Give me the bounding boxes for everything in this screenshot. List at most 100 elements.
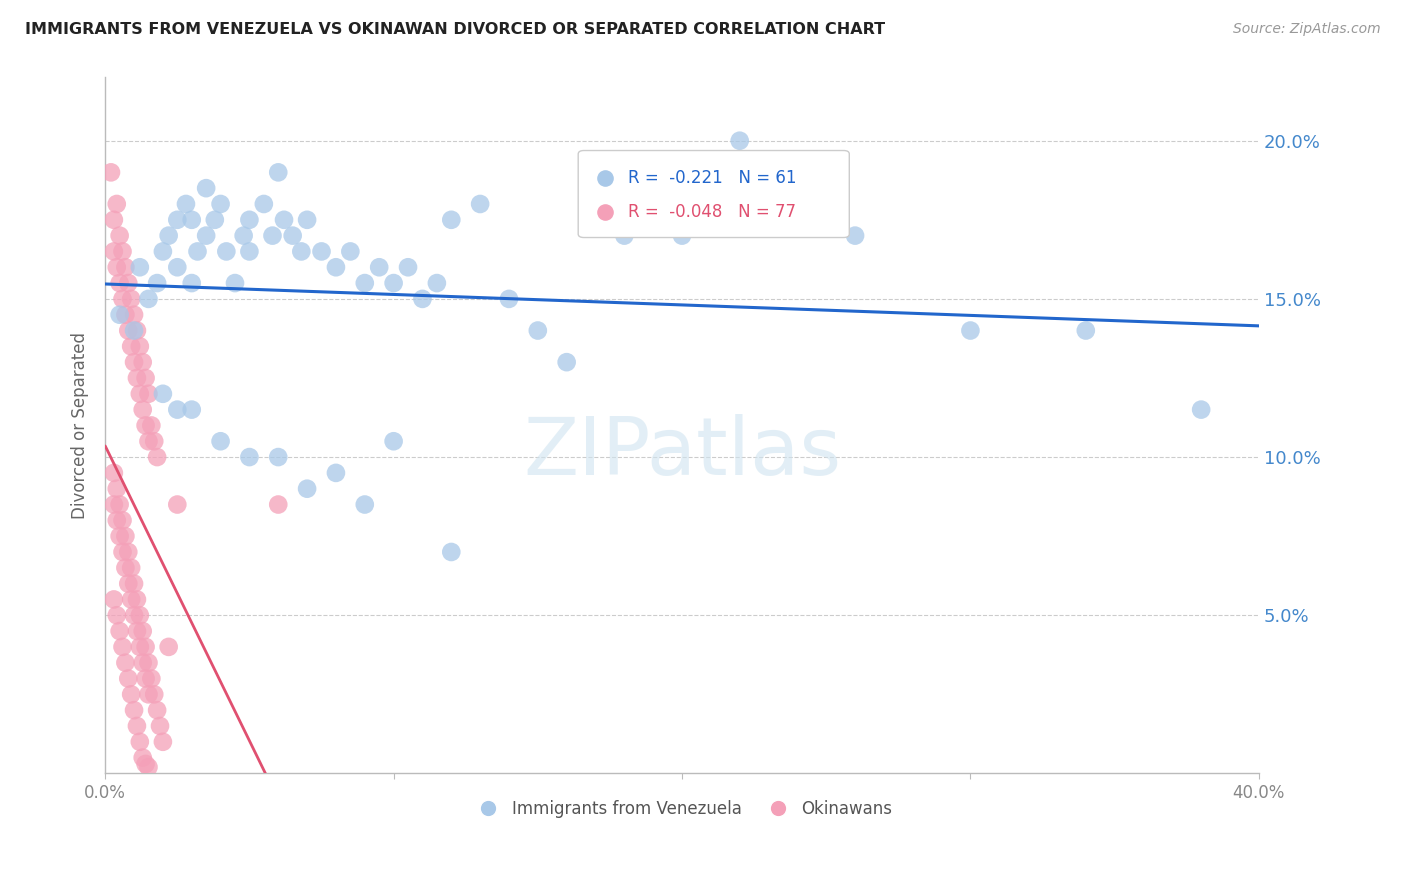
Point <box>103 498 125 512</box>
Point <box>131 355 153 369</box>
Point <box>105 197 128 211</box>
Point <box>152 244 174 259</box>
Point <box>105 482 128 496</box>
Point <box>138 386 160 401</box>
Point <box>135 672 157 686</box>
Point <box>959 324 981 338</box>
Point <box>108 529 131 543</box>
Point <box>143 434 166 449</box>
Point <box>238 212 260 227</box>
Point <box>122 703 145 717</box>
Text: R =  -0.048   N = 77: R = -0.048 N = 77 <box>628 202 796 220</box>
Text: R =  -0.221   N = 61: R = -0.221 N = 61 <box>628 169 796 187</box>
Point <box>146 276 169 290</box>
Point <box>108 276 131 290</box>
Point <box>267 165 290 179</box>
Text: IMMIGRANTS FROM VENEZUELA VS OKINAWAN DIVORCED OR SEPARATED CORRELATION CHART: IMMIGRANTS FROM VENEZUELA VS OKINAWAN DI… <box>25 22 886 37</box>
Point <box>114 561 136 575</box>
Point <box>103 466 125 480</box>
Point <box>138 760 160 774</box>
Point <box>131 656 153 670</box>
Point <box>114 308 136 322</box>
Point <box>122 608 145 623</box>
Point <box>180 276 202 290</box>
Point <box>728 134 751 148</box>
Point <box>103 592 125 607</box>
Point <box>135 756 157 771</box>
Point <box>128 339 150 353</box>
Point <box>122 308 145 322</box>
Point <box>111 244 134 259</box>
Point <box>105 513 128 527</box>
Point <box>166 260 188 275</box>
Point <box>671 228 693 243</box>
Point <box>125 324 148 338</box>
Point <box>128 735 150 749</box>
Point <box>103 244 125 259</box>
FancyBboxPatch shape <box>578 151 849 237</box>
Point <box>273 212 295 227</box>
Point <box>114 656 136 670</box>
Point <box>152 735 174 749</box>
Point <box>166 498 188 512</box>
Point <box>108 498 131 512</box>
Point <box>135 418 157 433</box>
Point <box>311 244 333 259</box>
Point <box>180 212 202 227</box>
Point <box>100 165 122 179</box>
Point <box>1074 324 1097 338</box>
Point <box>295 212 318 227</box>
Point <box>295 482 318 496</box>
Point <box>396 260 419 275</box>
Point <box>146 450 169 464</box>
Point <box>195 181 218 195</box>
Point <box>141 418 163 433</box>
Point <box>128 260 150 275</box>
Point <box>128 640 150 654</box>
Legend: Immigrants from Venezuela, Okinawans: Immigrants from Venezuela, Okinawans <box>465 793 898 824</box>
Point <box>224 276 246 290</box>
Point <box>267 498 290 512</box>
Point <box>105 608 128 623</box>
Point <box>166 212 188 227</box>
Point <box>125 371 148 385</box>
Y-axis label: Divorced or Separated: Divorced or Separated <box>72 332 89 519</box>
Point <box>131 750 153 764</box>
Point <box>411 292 433 306</box>
Point <box>117 324 139 338</box>
Point <box>131 624 153 638</box>
Point <box>232 228 254 243</box>
Point <box>186 244 208 259</box>
Point <box>125 592 148 607</box>
Point <box>114 260 136 275</box>
Point <box>382 434 405 449</box>
Point <box>146 703 169 717</box>
Point <box>290 244 312 259</box>
Point <box>527 324 550 338</box>
Point <box>353 498 375 512</box>
Point <box>440 545 463 559</box>
Point <box>382 276 405 290</box>
Point <box>125 624 148 638</box>
Point <box>209 197 232 211</box>
Point <box>122 576 145 591</box>
Point <box>108 308 131 322</box>
Point <box>138 687 160 701</box>
Point <box>108 228 131 243</box>
Text: Source: ZipAtlas.com: Source: ZipAtlas.com <box>1233 22 1381 37</box>
Point <box>844 228 866 243</box>
Point <box>613 228 636 243</box>
Point <box>122 355 145 369</box>
Point <box>325 260 347 275</box>
Point <box>120 687 142 701</box>
Point <box>117 576 139 591</box>
Point <box>111 640 134 654</box>
Point <box>498 292 520 306</box>
Text: ZIPatlas: ZIPatlas <box>523 414 841 492</box>
Point <box>138 292 160 306</box>
Point <box>204 212 226 227</box>
Point <box>120 592 142 607</box>
Point <box>122 324 145 338</box>
Point <box>141 672 163 686</box>
Point <box>209 434 232 449</box>
